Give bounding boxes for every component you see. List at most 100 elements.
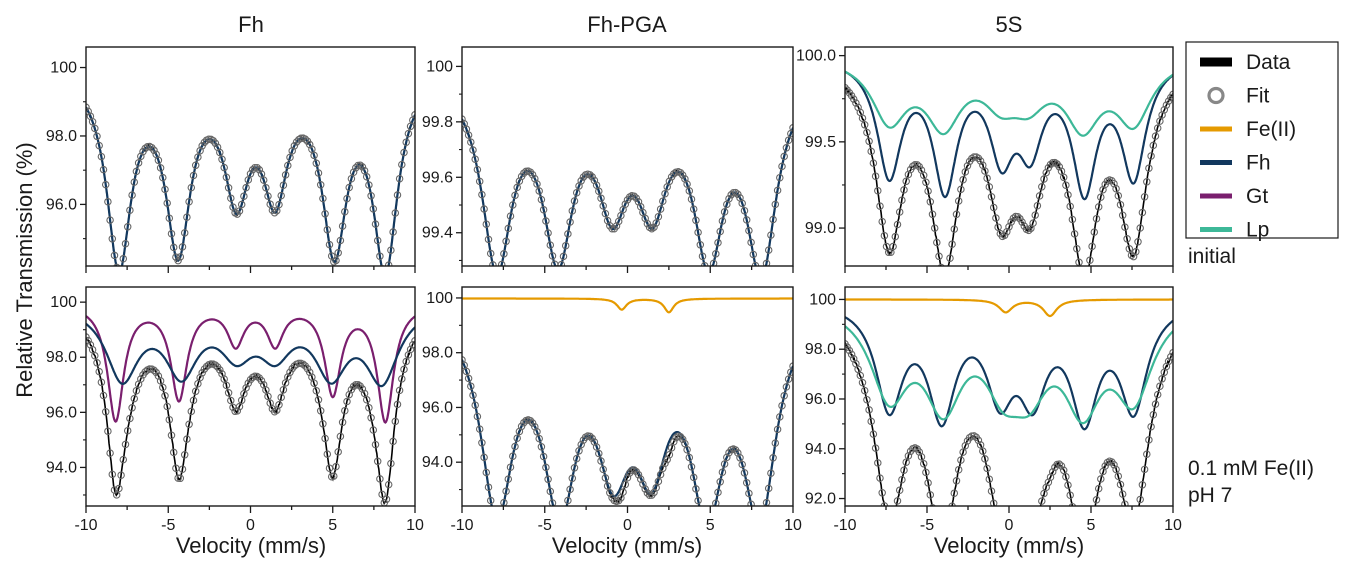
fit-point	[492, 269, 498, 275]
fit-point	[572, 188, 581, 197]
fit-point	[597, 194, 605, 202]
fit-point	[776, 173, 784, 182]
y-tick-label: 98.0	[46, 128, 77, 145]
fit-point	[233, 407, 242, 415]
fit-point	[876, 202, 884, 210]
fit-point	[196, 146, 204, 155]
x-axis-title-5s: Velocity (mm/s)	[934, 533, 1084, 558]
fit-point	[564, 496, 572, 505]
fit-point	[1062, 181, 1070, 189]
fit-point	[678, 171, 687, 179]
fit-point	[556, 520, 562, 526]
fit-point	[305, 368, 314, 377]
fit-point	[687, 463, 696, 471]
legend-label-data: Data	[1246, 51, 1291, 74]
fit-point	[509, 452, 517, 460]
fit-point	[473, 412, 482, 421]
fit-point	[183, 435, 191, 443]
fit-point	[592, 443, 601, 451]
fit-point	[174, 256, 182, 265]
fit-point	[93, 132, 101, 141]
row-label-initial: initial	[1188, 245, 1236, 268]
fit-point	[933, 238, 941, 247]
fit-point	[1126, 518, 1132, 524]
fit-point	[759, 276, 765, 282]
fit-point	[898, 475, 906, 484]
fit-point	[867, 147, 875, 156]
fit-point	[718, 468, 727, 476]
fit-point	[860, 121, 869, 129]
y-tick-label: 99.8	[422, 114, 453, 131]
row-label-ph: pH 7	[1188, 484, 1232, 507]
fit-point	[462, 356, 466, 364]
fit-point	[402, 138, 410, 146]
fit-point	[169, 243, 178, 252]
fit-point	[373, 236, 382, 245]
legend-box	[1185, 41, 1339, 239]
y-tick-label: 100.0	[796, 48, 836, 65]
fit-point	[1134, 238, 1142, 246]
data-line	[845, 342, 1173, 506]
fit-point	[494, 272, 500, 278]
fit-point	[1158, 375, 1166, 383]
y-tick-label: 99.6	[422, 169, 453, 186]
fit-point	[869, 159, 878, 167]
fit-point	[1087, 534, 1093, 540]
fit-point	[771, 200, 780, 209]
fit-point	[871, 444, 880, 452]
fit-point	[948, 240, 956, 248]
fit-point	[1068, 502, 1077, 506]
fit-point	[251, 163, 259, 172]
fit-point	[948, 502, 956, 506]
fit-point	[759, 520, 765, 526]
fit-point	[535, 434, 543, 443]
legend-swatch-fit	[1207, 86, 1225, 105]
fit-point	[462, 115, 466, 123]
fit-point	[167, 229, 176, 238]
fit-point	[689, 473, 698, 482]
x-tick-label: 0	[623, 517, 632, 534]
fit-point	[104, 427, 112, 435]
fit-point	[1160, 106, 1169, 114]
fit-point	[952, 210, 961, 219]
fit-point	[86, 107, 92, 116]
fit-point	[224, 389, 233, 397]
fit-point	[119, 254, 128, 263]
fit-point	[745, 489, 753, 498]
fit-point	[480, 453, 488, 462]
x-tick-label: -10	[450, 517, 473, 534]
fit-point	[464, 374, 473, 383]
fit-point	[191, 387, 200, 396]
fit-point	[663, 455, 671, 464]
fit-point	[145, 365, 154, 373]
fit-point	[270, 407, 279, 416]
fit-point	[506, 463, 515, 471]
x-tick-label: -10	[74, 517, 97, 534]
fit-point	[1015, 516, 1021, 522]
fit-point	[643, 219, 652, 228]
fit-point	[595, 187, 603, 195]
fit-point	[630, 466, 638, 474]
fit-point	[409, 341, 415, 349]
fit-point	[167, 431, 176, 440]
fit-point	[402, 357, 410, 366]
panel-5s-initial: 100.0 99.5 99.0	[796, 46, 1174, 273]
fit-point	[946, 254, 954, 262]
fit-point	[692, 216, 700, 225]
fit-point	[110, 486, 119, 494]
fit-point	[513, 434, 521, 442]
fit-point	[1031, 211, 1039, 219]
fit-point	[676, 168, 685, 177]
fit-point	[994, 223, 1002, 231]
fit-point	[769, 454, 777, 462]
fit-point	[687, 195, 696, 203]
fit-point	[88, 118, 97, 126]
fit-point	[734, 449, 742, 457]
fit-point	[1024, 226, 1033, 235]
fit-point	[685, 453, 694, 462]
fit-point	[486, 496, 495, 505]
fit-point	[286, 153, 294, 162]
fit-point	[1169, 90, 1173, 99]
fit-point	[847, 350, 856, 359]
fit-point	[189, 396, 198, 405]
